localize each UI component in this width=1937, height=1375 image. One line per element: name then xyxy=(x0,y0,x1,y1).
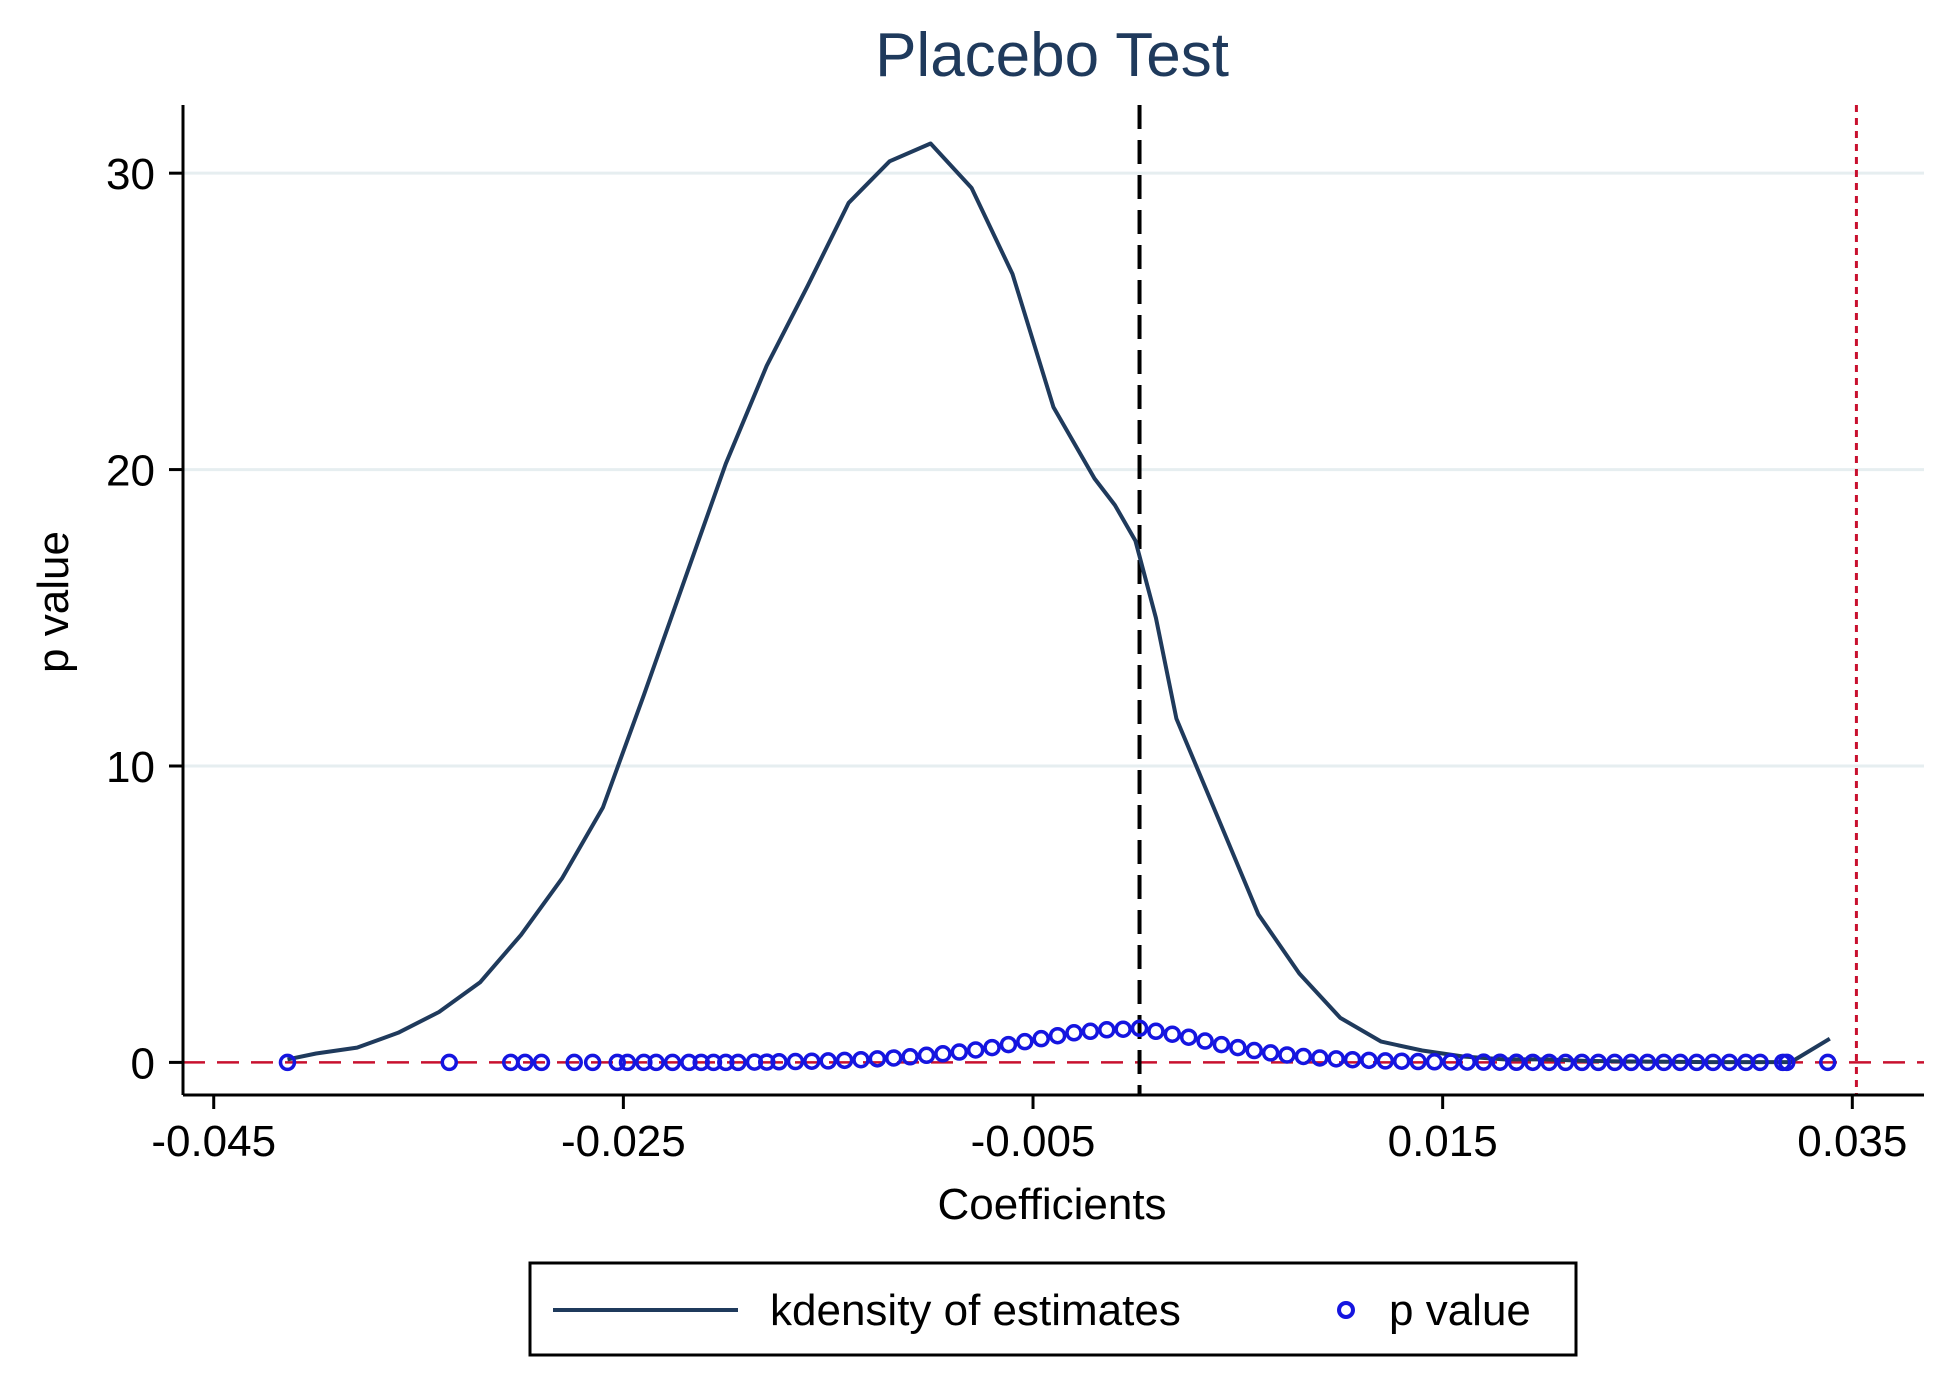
p-value-point xyxy=(1360,1051,1378,1070)
p-value-point xyxy=(1751,1053,1769,1072)
p-value-point xyxy=(1163,1025,1182,1043)
p-value-point xyxy=(1458,1053,1476,1071)
p-value-point xyxy=(1048,1026,1067,1045)
p-value-point xyxy=(835,1051,854,1070)
p-value-point xyxy=(1016,1032,1034,1051)
p-value-point xyxy=(1261,1044,1280,1062)
p-value-point xyxy=(868,1050,887,1068)
p-value-point xyxy=(950,1043,969,1061)
reference-lines xyxy=(183,105,1924,1095)
p-value-point xyxy=(786,1052,805,1071)
p-value-point xyxy=(1327,1050,1345,1068)
x-tick-label: -0.045 xyxy=(151,1117,276,1166)
p-value-point xyxy=(917,1046,936,1065)
x-tick-label: 0.035 xyxy=(1797,1117,1907,1166)
p-value-point xyxy=(1524,1053,1542,1072)
p-value-point xyxy=(608,1053,626,1072)
axes xyxy=(181,105,1924,1097)
p-value-point xyxy=(1589,1053,1608,1072)
y-tick-label: 0 xyxy=(131,1039,155,1088)
p-value-point xyxy=(1605,1053,1624,1072)
p-value-point xyxy=(966,1041,985,1059)
p-value-point xyxy=(1778,1053,1796,1072)
p-value-point xyxy=(516,1053,534,1072)
kdensity-line xyxy=(287,141,1831,1065)
x-tick-label: -0.005 xyxy=(971,1117,1096,1166)
p-value-point xyxy=(583,1053,602,1072)
p-value-point xyxy=(647,1053,665,1072)
x-tick-label: 0.015 xyxy=(1388,1117,1498,1166)
p-value-point xyxy=(1245,1041,1263,1060)
p-value-point xyxy=(1720,1053,1739,1072)
x-tick-label: -0.025 xyxy=(561,1117,686,1166)
p-value-point xyxy=(1196,1032,1214,1050)
p-value-point xyxy=(901,1048,919,1066)
p-value-point xyxy=(532,1053,551,1072)
p-value-point xyxy=(1114,1020,1132,1038)
kdensity-series xyxy=(287,141,1831,1065)
legend: kdensity of estimates p value xyxy=(528,1261,1578,1357)
p-value-point xyxy=(1573,1053,1591,1072)
p-value-series xyxy=(278,1019,1837,1072)
y-tick-label: 20 xyxy=(106,447,155,496)
p-value-point xyxy=(819,1052,837,1070)
y-axis-ticks: 0 10 20 30 xyxy=(106,150,183,1088)
p-value-point xyxy=(1507,1053,1526,1072)
p-value-point xyxy=(1704,1053,1722,1072)
p-value-point xyxy=(440,1053,459,1072)
p-value-point xyxy=(1687,1053,1706,1072)
p-value-point xyxy=(565,1053,583,1072)
p-value-point xyxy=(1442,1053,1460,1071)
p-value-point xyxy=(884,1049,903,1067)
p-value-point xyxy=(1491,1053,1509,1071)
x-axis-ticks: -0.045 -0.025 -0.005 0.015 0.035 xyxy=(151,1095,1907,1166)
p-value-point xyxy=(1130,1019,1149,1038)
p-value-point xyxy=(1212,1035,1231,1054)
p-value-point xyxy=(1622,1053,1640,1072)
p-value-point xyxy=(729,1053,747,1072)
p-value-point xyxy=(1179,1028,1198,1046)
p-value-point xyxy=(1098,1021,1116,1039)
chart-title: Placebo Test xyxy=(875,21,1229,90)
grid-lines xyxy=(183,171,1924,768)
p-value-point xyxy=(278,1053,297,1072)
p-value-point xyxy=(618,1053,637,1072)
p-value-point xyxy=(1081,1022,1100,1041)
p-value-point xyxy=(1540,1053,1558,1072)
legend-label-p-value: p value xyxy=(1389,1286,1531,1335)
p-value-point xyxy=(1818,1053,1837,1072)
p-value-point xyxy=(1294,1047,1313,1066)
p-value-point xyxy=(1343,1050,1362,1069)
p-value-point xyxy=(934,1045,952,1063)
legend-marker-swatch xyxy=(1337,1301,1355,1319)
p-value-point xyxy=(1229,1038,1247,1057)
p-value-point xyxy=(1278,1046,1296,1064)
p-value-point xyxy=(1474,1053,1493,1071)
p-value-point xyxy=(1376,1052,1395,1070)
p-value-point xyxy=(1556,1053,1575,1072)
p-value-point xyxy=(1425,1053,1444,1071)
y-tick-label: 30 xyxy=(106,150,155,199)
p-value-point xyxy=(1638,1053,1657,1072)
p-value-point xyxy=(983,1038,1001,1057)
p-value-point xyxy=(1409,1052,1427,1071)
p-value-point xyxy=(770,1053,788,1071)
legend-label-kdensity: kdensity of estimates xyxy=(770,1286,1181,1335)
y-tick-label: 10 xyxy=(106,743,155,792)
x-axis-title: Coefficients xyxy=(937,1180,1166,1229)
p-value-point xyxy=(1671,1053,1690,1072)
p-value-point xyxy=(1147,1022,1165,1041)
p-value-point xyxy=(1311,1049,1329,1067)
p-value-point xyxy=(1065,1024,1083,1042)
p-value-point xyxy=(663,1053,682,1072)
p-value-point xyxy=(1655,1053,1673,1072)
p-value-point xyxy=(1392,1052,1411,1070)
p-value-point xyxy=(999,1035,1018,1054)
p-value-point xyxy=(1032,1029,1050,1048)
p-value-point xyxy=(852,1050,870,1069)
p-value-point xyxy=(803,1052,821,1070)
y-axis-title: p value xyxy=(29,531,78,673)
